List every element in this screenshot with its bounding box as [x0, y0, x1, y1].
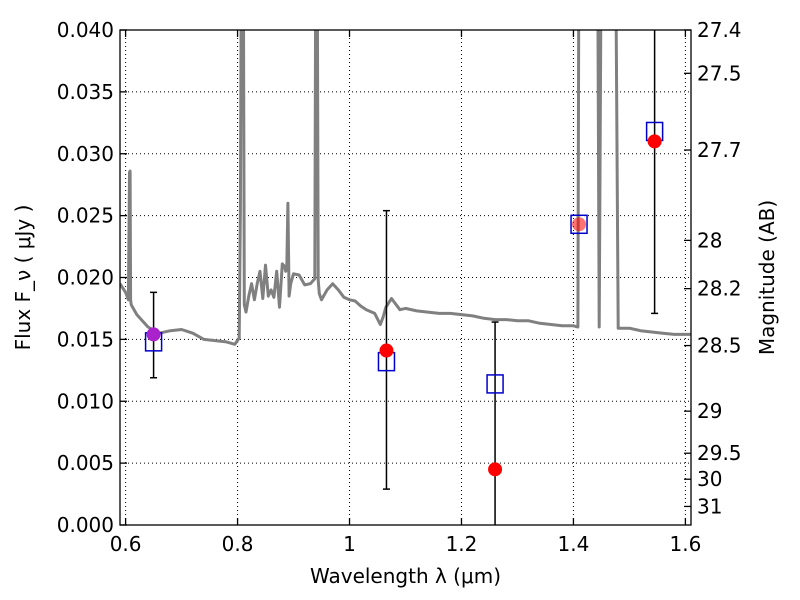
circle-marker	[647, 134, 662, 149]
y2-tick-label: 28	[697, 228, 722, 252]
model-spectrum	[120, 30, 691, 346]
y2-tick-label: 28.5	[697, 334, 742, 358]
square-marker	[570, 214, 588, 235]
circle-marker	[488, 462, 503, 477]
x-tick-label: 1	[343, 532, 356, 556]
grid-lines	[120, 29, 691, 526]
plot-frame	[119, 29, 692, 526]
y-tick-label: 0.030	[57, 142, 114, 166]
x-axis-label: Wavelength λ (μm)	[310, 564, 501, 588]
y2-tick-label: 31	[697, 494, 722, 518]
x-tick-label: 1.2	[446, 532, 478, 556]
y-tick-label: 0.035	[57, 80, 114, 104]
circle-marker	[379, 343, 394, 358]
y-tick-label: 0.015	[57, 327, 114, 351]
x-tick-label: 1.4	[558, 532, 590, 556]
y-tick-label: 0.010	[57, 389, 114, 413]
y2-axis-ticks: 27.4 27.5 27.7 28 28.2 28.5 29 29.530 31	[684, 18, 742, 518]
x-tick-label: 0.6	[110, 532, 142, 556]
x-tick-label: 1.6	[669, 532, 701, 556]
square-marker	[486, 374, 504, 394]
y-axis-ticks: 0.000 0.005 0.010 0.015 0.020 0.025 0.030 0.035…	[57, 18, 127, 537]
data-markers	[144, 121, 664, 477]
x-axis-ticks: 0.6 0.8 1 1.2 1.4 1.6	[110, 30, 701, 556]
y2-axis-label: Magnitude (AB)	[755, 200, 779, 355]
y-tick-label: 0.025	[57, 204, 114, 228]
model-spectrum-line	[120, 30, 691, 346]
y2-tick-label: 29	[697, 399, 722, 423]
y2-tick-label: 28.2	[697, 277, 742, 301]
y2-tick-label: 27.5	[697, 61, 742, 85]
y2-tick-label: 27.4	[697, 18, 742, 42]
y-axis-label: Flux F_ν ( μJy )	[11, 205, 35, 351]
y2-tick-label: 29.5	[697, 441, 742, 465]
y-tick-label: 0.040	[57, 18, 114, 42]
y-tick-label: 0.020	[57, 266, 114, 290]
y-tick-label: 0.000	[57, 513, 114, 537]
circle-marker	[146, 327, 161, 342]
y-tick-label: 0.005	[57, 451, 114, 475]
x-tick-label: 0.8	[222, 532, 254, 556]
y2-tick-label: 30	[697, 467, 722, 491]
circle-marker	[572, 217, 587, 232]
y2-tick-label: 27.7	[697, 138, 742, 162]
